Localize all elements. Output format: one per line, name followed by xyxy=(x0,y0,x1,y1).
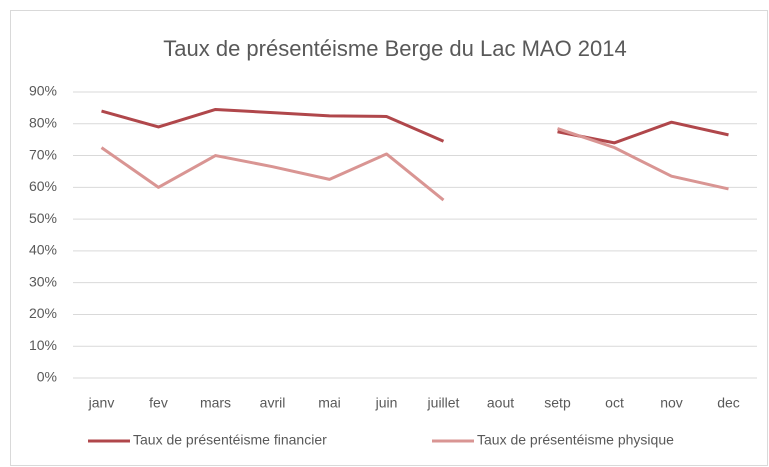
x-tick-label: dec xyxy=(717,395,740,411)
legend-label: Taux de présentéisme financier xyxy=(133,432,327,448)
series-line xyxy=(101,107,445,143)
y-tick-label: 10% xyxy=(29,337,57,353)
y-tick-label: 20% xyxy=(29,305,57,321)
x-tick-label: juin xyxy=(375,395,398,411)
x-tick-label: avril xyxy=(260,395,286,411)
x-tick-label: mai xyxy=(318,395,341,411)
y-tick-label: 80% xyxy=(29,114,57,130)
y-tick-label: 0% xyxy=(37,369,57,385)
x-tick-label: setp xyxy=(544,395,571,411)
x-tick-label: nov xyxy=(660,395,683,411)
y-tick-label: 90% xyxy=(29,83,57,99)
x-tick-label: fev xyxy=(149,395,168,411)
chart-frame xyxy=(10,10,768,466)
series-line xyxy=(100,146,445,202)
y-tick-label: 30% xyxy=(29,273,57,289)
x-tick-label: aout xyxy=(487,395,514,411)
x-tick-label: mars xyxy=(200,395,231,411)
y-tick-label: 70% xyxy=(29,146,57,162)
x-tick-label: juillet xyxy=(427,395,460,411)
x-tick-label: janv xyxy=(88,395,115,411)
chart-title: Taux de présentéisme Berge du Lac MAO 20… xyxy=(163,36,627,61)
legend-label: Taux de présentéisme physique xyxy=(477,432,674,448)
x-tick-label: oct xyxy=(605,395,624,411)
y-tick-label: 50% xyxy=(29,210,57,226)
series-line xyxy=(557,127,729,191)
y-tick-label: 40% xyxy=(29,242,57,258)
y-tick-label: 60% xyxy=(29,178,57,194)
